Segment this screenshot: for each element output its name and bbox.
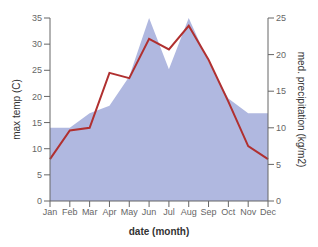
svg-text:May: May (121, 207, 139, 217)
svg-text:Sep: Sep (201, 207, 217, 217)
svg-text:35: 35 (32, 13, 42, 23)
svg-text:20: 20 (276, 50, 286, 60)
svg-text:0: 0 (276, 196, 281, 206)
svg-text:max temp (C): max temp (C) (11, 79, 22, 140)
svg-text:Mar: Mar (82, 207, 98, 217)
svg-text:Dec: Dec (260, 207, 277, 217)
svg-text:Jan: Jan (43, 207, 58, 217)
svg-text:30: 30 (32, 39, 42, 49)
svg-text:25: 25 (276, 13, 286, 23)
svg-text:Aug: Aug (181, 207, 197, 217)
svg-text:10: 10 (32, 144, 42, 154)
svg-text:5: 5 (37, 170, 42, 180)
svg-text:5: 5 (276, 160, 281, 170)
svg-text:Apr: Apr (102, 207, 116, 217)
svg-text:Jun: Jun (142, 207, 157, 217)
svg-text:15: 15 (276, 86, 286, 96)
svg-text:Feb: Feb (62, 207, 78, 217)
svg-text:10: 10 (276, 123, 286, 133)
svg-text:Nov: Nov (240, 207, 257, 217)
svg-text:Oct: Oct (221, 207, 236, 217)
svg-text:15: 15 (32, 118, 42, 128)
svg-text:med. precipitation (kg/m2): med. precipitation (kg/m2) (296, 52, 307, 168)
svg-text:Jul: Jul (163, 207, 175, 217)
svg-text:0: 0 (37, 196, 42, 206)
svg-text:25: 25 (32, 65, 42, 75)
svg-text:20: 20 (32, 92, 42, 102)
svg-text:date (month): date (month) (129, 226, 190, 237)
